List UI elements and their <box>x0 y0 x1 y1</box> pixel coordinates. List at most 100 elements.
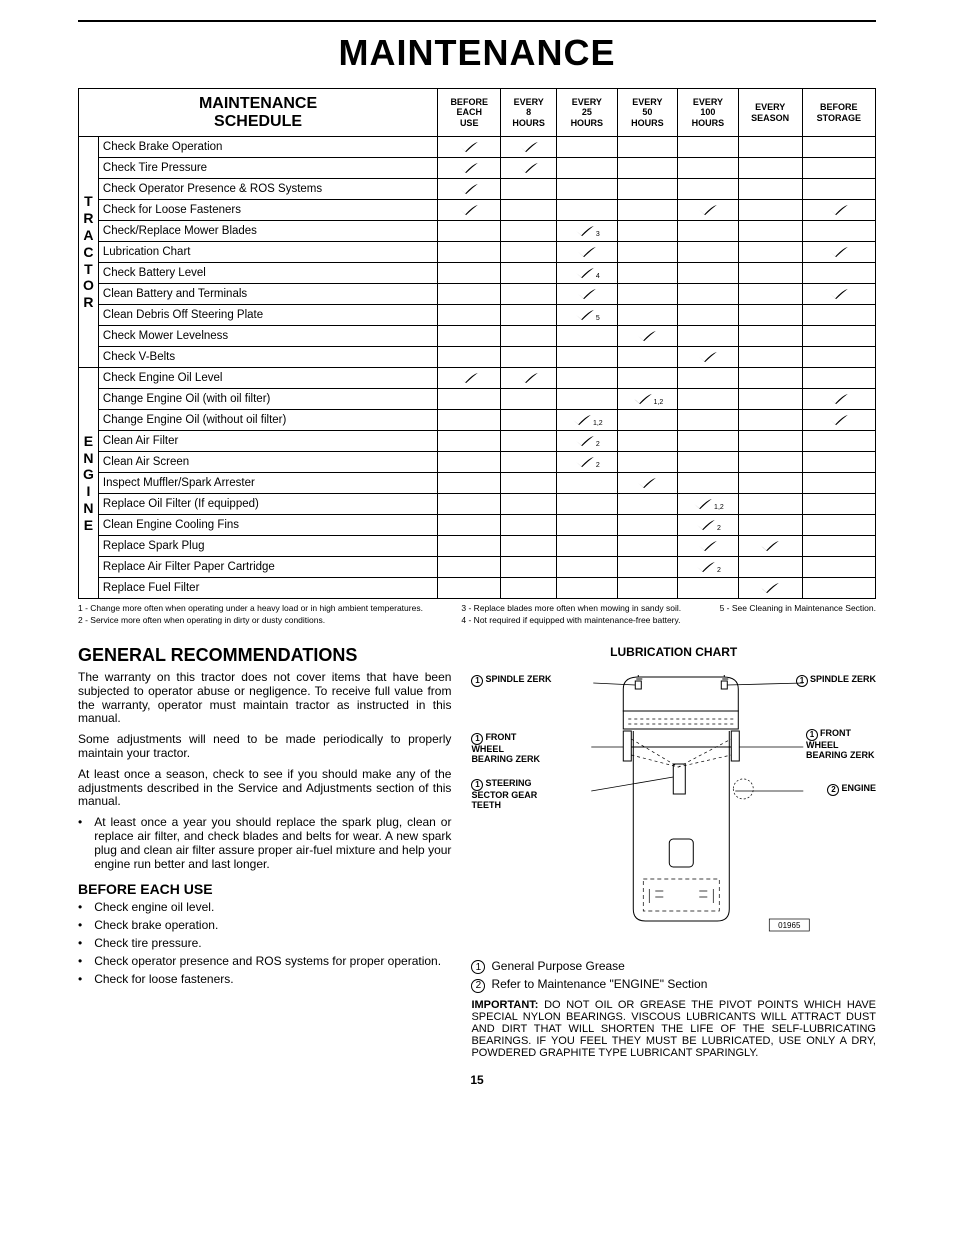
schedule-cell <box>557 200 618 221</box>
general-recommendations-heading: GENERAL RECOMMENDATIONS <box>78 645 451 666</box>
schedule-cell <box>438 389 501 410</box>
list-item: •Check operator presence and ROS systems… <box>78 955 451 969</box>
schedule-cell <box>557 137 618 158</box>
schedule-cell <box>738 263 802 284</box>
schedule-cell <box>617 137 678 158</box>
list-item: •Check engine oil level. <box>78 901 451 915</box>
schedule-cell <box>501 557 557 578</box>
task-name: Clean Engine Cooling Fins <box>98 515 437 536</box>
task-name: Clean Debris Off Steering Plate <box>98 305 437 326</box>
table-row: Clean Air Filter2 <box>79 431 876 452</box>
tractor-diagram-svg: 01965 <box>471 669 876 959</box>
schedule-cell <box>802 137 875 158</box>
table-row: TRACTORCheck Brake Operation <box>79 137 876 158</box>
schedule-cell <box>438 536 501 557</box>
schedule-cell <box>438 494 501 515</box>
schedule-cell <box>617 263 678 284</box>
schedule-cell <box>617 578 678 599</box>
task-name: Check for Loose Fasteners <box>98 200 437 221</box>
schedule-cell <box>557 284 618 305</box>
list-item: •Check tire pressure. <box>78 937 451 951</box>
schedule-cell <box>501 263 557 284</box>
schedule-cell <box>438 452 501 473</box>
schedule-cell <box>617 347 678 368</box>
schedule-title: MAINTENANCE SCHEDULE <box>79 89 438 137</box>
task-name: Inspect Muffler/Spark Arrester <box>98 473 437 494</box>
section-label: ENGINE <box>79 368 99 599</box>
schedule-cell: 2 <box>678 515 739 536</box>
maintenance-schedule-table: MAINTENANCE SCHEDULE BEFOREEACHUSE EVERY… <box>78 88 876 599</box>
schedule-cell <box>678 305 739 326</box>
lubrication-diagram: 01965 1SPINDLE ZERK 1SPINDLE ZERK 1FRONT… <box>471 669 876 959</box>
schedule-cell <box>738 389 802 410</box>
schedule-title-l2: SCHEDULE <box>214 113 302 130</box>
schedule-cell <box>557 368 618 389</box>
schedule-cell <box>501 326 557 347</box>
schedule-cell <box>802 578 875 599</box>
schedule-cell <box>678 326 739 347</box>
schedule-cell <box>557 347 618 368</box>
task-name: Replace Spark Plug <box>98 536 437 557</box>
schedule-cell <box>617 242 678 263</box>
schedule-cell <box>557 179 618 200</box>
schedule-cell <box>802 410 875 431</box>
task-name: Check Tire Pressure <box>98 158 437 179</box>
schedule-cell <box>557 515 618 536</box>
important-note: IMPORTANT: DO NOT OIL OR GREASE THE PIVO… <box>471 999 876 1059</box>
gr-paragraph-2: Some adjustments will need to be made pe… <box>78 733 451 761</box>
schedule-cell <box>678 389 739 410</box>
schedule-cell <box>802 431 875 452</box>
schedule-cell <box>501 389 557 410</box>
callout-spindle-zerk-left: 1SPINDLE ZERK <box>471 675 551 687</box>
schedule-cell <box>501 242 557 263</box>
schedule-cell: 4 <box>557 263 618 284</box>
schedule-cell <box>802 263 875 284</box>
schedule-cell <box>802 200 875 221</box>
schedule-cell <box>738 158 802 179</box>
schedule-cell <box>438 410 501 431</box>
schedule-cell <box>557 473 618 494</box>
top-rule <box>78 20 876 22</box>
task-name: Clean Air Screen <box>98 452 437 473</box>
schedule-cell <box>501 221 557 242</box>
schedule-cell <box>802 452 875 473</box>
schedule-cell <box>501 578 557 599</box>
schedule-cell <box>617 284 678 305</box>
schedule-cell <box>617 452 678 473</box>
schedule-cell <box>557 242 618 263</box>
footnotes-left: 1 - Change more often when operating und… <box>78 603 423 627</box>
schedule-cell <box>678 473 739 494</box>
table-row: Clean Air Screen2 <box>79 452 876 473</box>
schedule-cell <box>438 347 501 368</box>
table-row: Inspect Muffler/Spark Arrester <box>79 473 876 494</box>
schedule-cell <box>438 578 501 599</box>
schedule-cell <box>501 200 557 221</box>
schedule-cell <box>617 557 678 578</box>
schedule-cell <box>738 515 802 536</box>
footnotes: 1 - Change more often when operating und… <box>78 603 876 627</box>
schedule-cell <box>738 179 802 200</box>
schedule-cell <box>501 284 557 305</box>
table-row: Check/Replace Mower Blades3 <box>79 221 876 242</box>
schedule-cell <box>738 305 802 326</box>
schedule-cell <box>802 158 875 179</box>
schedule-cell <box>738 326 802 347</box>
col-before-each-use: BEFOREEACHUSE <box>438 89 501 137</box>
schedule-cell <box>438 368 501 389</box>
schedule-cell <box>501 179 557 200</box>
col-before-storage: BEFORESTORAGE <box>802 89 875 137</box>
schedule-cell <box>678 452 739 473</box>
schedule-cell <box>617 368 678 389</box>
schedule-cell <box>802 179 875 200</box>
schedule-cell <box>738 347 802 368</box>
schedule-cell <box>557 557 618 578</box>
page-title: MAINTENANCE <box>78 32 876 74</box>
schedule-cell <box>738 431 802 452</box>
gr-bullet-1: •At least once a year you should replace… <box>78 816 451 871</box>
table-row: Check Operator Presence & ROS Systems <box>79 179 876 200</box>
schedule-cell: 1,2 <box>557 410 618 431</box>
schedule-cell <box>678 179 739 200</box>
schedule-cell <box>438 158 501 179</box>
schedule-cell <box>557 158 618 179</box>
schedule-cell <box>438 200 501 221</box>
